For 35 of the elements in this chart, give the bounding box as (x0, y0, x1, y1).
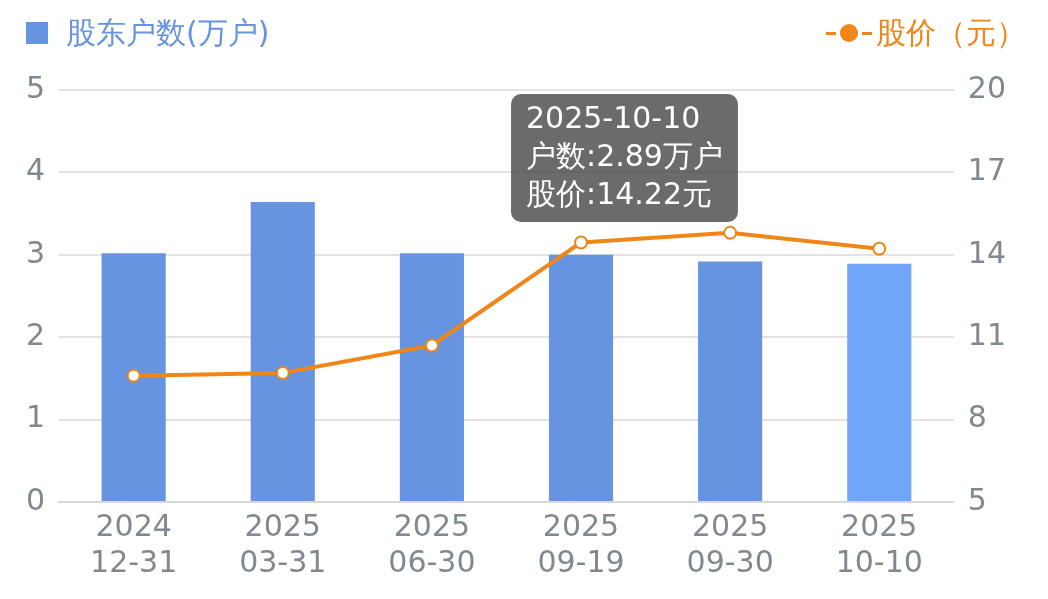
point (723, 225, 738, 240)
y2-tick-label: 5 (967, 481, 987, 517)
x-tick-label: 2024 12-31 (90, 507, 178, 579)
y2-tick-label: 17 (967, 152, 1007, 188)
x-tick-label: 2025 09-19 (537, 507, 625, 579)
point (872, 241, 887, 256)
bar (847, 263, 912, 501)
bar (548, 254, 614, 501)
point (275, 365, 290, 380)
x-tick-label: 2025 09-30 (686, 507, 774, 579)
y-tick-label: 5 (25, 69, 46, 105)
annotation: 户数:2.89万户 (526, 137, 723, 173)
bar (399, 253, 464, 501)
y2-tick-label: 14 (967, 234, 1007, 270)
y-tick-label: 2 (25, 317, 46, 352)
x-tick-label: 2025 06-30 (388, 507, 476, 579)
bar (101, 253, 166, 501)
y-tick-label: 3 (25, 234, 46, 270)
y2-tick-label: 8 (967, 399, 987, 435)
annotation: 股价:14.22元 (526, 175, 713, 211)
bar (250, 202, 315, 501)
y-tick-label: 0 (25, 481, 46, 517)
y2-tick-label: 20 (967, 69, 1007, 105)
point (574, 235, 589, 250)
legend-label: 股价（元） (876, 13, 1026, 52)
y-tick-label: 1 (25, 399, 46, 435)
point (424, 338, 439, 353)
legend-label: 股东户数(万户) (66, 13, 270, 52)
y2-tick-label: 11 (967, 317, 1007, 352)
y-tick-label: 4 (25, 152, 46, 188)
annotation: 2025-10-10 (526, 99, 701, 135)
point (126, 368, 141, 383)
x-tick-label: 2025 03-31 (239, 507, 327, 579)
bar (698, 261, 763, 501)
x-tick-label: 2025 10-10 (835, 507, 923, 579)
